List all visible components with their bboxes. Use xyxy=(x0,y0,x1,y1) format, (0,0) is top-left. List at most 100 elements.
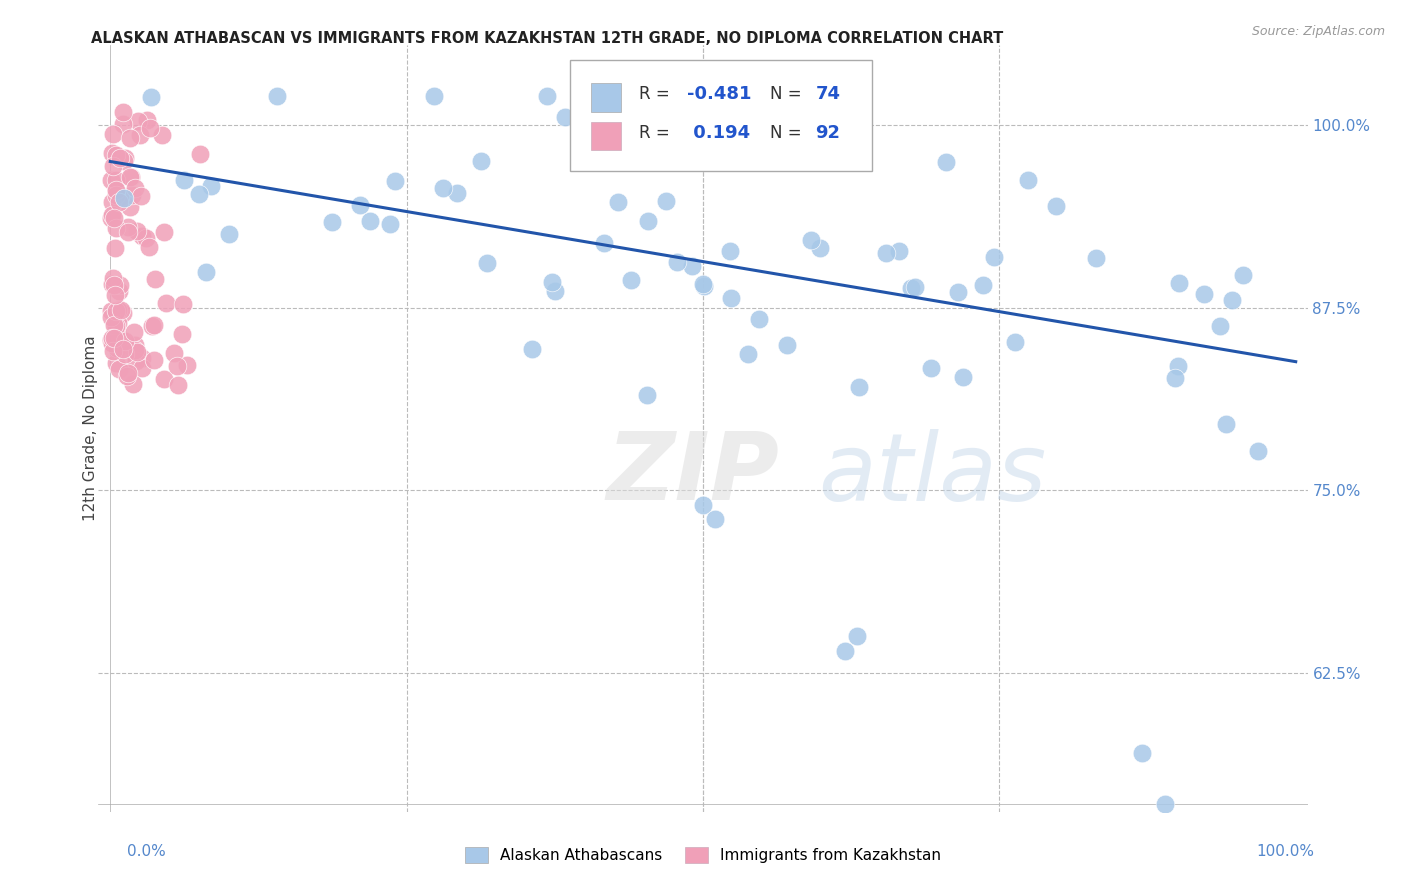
Text: Source: ZipAtlas.com: Source: ZipAtlas.com xyxy=(1251,25,1385,38)
Text: 100.0%: 100.0% xyxy=(1257,845,1315,859)
Point xyxy=(104,318,127,333)
Point xyxy=(187,186,209,201)
Point xyxy=(100,211,122,226)
Point xyxy=(114,151,136,165)
Text: N =: N = xyxy=(769,86,807,103)
Point xyxy=(1004,334,1026,349)
Point xyxy=(900,281,922,295)
Point xyxy=(114,347,136,361)
Point xyxy=(121,169,143,184)
Point xyxy=(125,224,148,238)
Point xyxy=(121,187,143,202)
Point xyxy=(593,236,616,251)
Point xyxy=(105,188,128,202)
Bar xyxy=(591,121,621,151)
Text: atlas: atlas xyxy=(818,429,1046,520)
Point xyxy=(173,173,195,187)
Point xyxy=(1247,444,1270,458)
Point xyxy=(920,361,942,376)
Point xyxy=(143,353,166,368)
Point xyxy=(475,256,498,270)
Point xyxy=(104,183,127,197)
Point xyxy=(176,358,198,372)
Point xyxy=(143,272,166,286)
Point xyxy=(105,184,128,198)
Point xyxy=(163,346,186,360)
Point xyxy=(141,318,163,333)
Point xyxy=(100,334,122,348)
Point xyxy=(100,173,122,187)
Point xyxy=(718,136,741,151)
Point xyxy=(124,353,146,368)
Point xyxy=(101,336,124,351)
Point xyxy=(692,498,714,512)
Point xyxy=(105,356,128,370)
Point xyxy=(800,234,823,248)
Point xyxy=(152,371,174,385)
Point xyxy=(654,194,676,208)
Point xyxy=(138,240,160,254)
Point xyxy=(522,342,544,356)
Point xyxy=(107,303,129,318)
Point xyxy=(834,644,856,658)
Point xyxy=(115,369,138,384)
Point xyxy=(131,361,153,376)
Point xyxy=(155,296,177,310)
Point xyxy=(100,146,122,161)
Point xyxy=(889,244,911,258)
Point xyxy=(101,159,124,173)
Point xyxy=(606,194,628,209)
Point xyxy=(321,215,343,229)
Point xyxy=(748,311,770,326)
Point xyxy=(122,377,145,392)
Point xyxy=(1167,276,1189,290)
Point xyxy=(378,218,401,232)
Point xyxy=(118,131,141,145)
Point xyxy=(808,241,831,255)
Point xyxy=(1164,371,1187,385)
Text: 0.194: 0.194 xyxy=(688,124,751,142)
Point xyxy=(108,331,131,345)
Point xyxy=(172,326,194,341)
Point xyxy=(107,316,129,330)
Point xyxy=(112,191,135,205)
Point xyxy=(1017,173,1039,187)
Point xyxy=(103,128,125,142)
Point xyxy=(112,105,135,120)
Point xyxy=(105,220,128,235)
Point xyxy=(1215,417,1237,431)
Point xyxy=(848,380,870,394)
Point xyxy=(114,334,136,348)
Text: 0.0%: 0.0% xyxy=(127,845,166,859)
Point xyxy=(104,241,127,255)
Point xyxy=(446,186,468,201)
FancyBboxPatch shape xyxy=(569,60,872,171)
Point xyxy=(100,208,122,222)
Point xyxy=(128,128,150,142)
Point xyxy=(432,180,454,194)
Point xyxy=(946,285,969,299)
Point xyxy=(108,362,131,376)
Point xyxy=(681,259,703,273)
Point xyxy=(105,325,128,339)
Point xyxy=(172,296,194,310)
Text: ZIP: ZIP xyxy=(606,428,779,520)
Point xyxy=(101,277,124,292)
Point xyxy=(117,225,139,239)
Point xyxy=(143,318,166,333)
Point xyxy=(108,195,131,210)
Point xyxy=(423,88,446,103)
Point xyxy=(266,88,288,103)
Point xyxy=(124,343,146,358)
Point xyxy=(152,128,174,143)
Point xyxy=(1045,198,1067,212)
Point xyxy=(100,310,122,325)
Point xyxy=(536,88,558,103)
Point xyxy=(637,214,659,228)
Point xyxy=(644,132,666,146)
Point xyxy=(904,280,927,294)
Point xyxy=(194,265,217,279)
Point xyxy=(554,111,576,125)
Point xyxy=(104,288,127,302)
Point xyxy=(129,188,152,202)
